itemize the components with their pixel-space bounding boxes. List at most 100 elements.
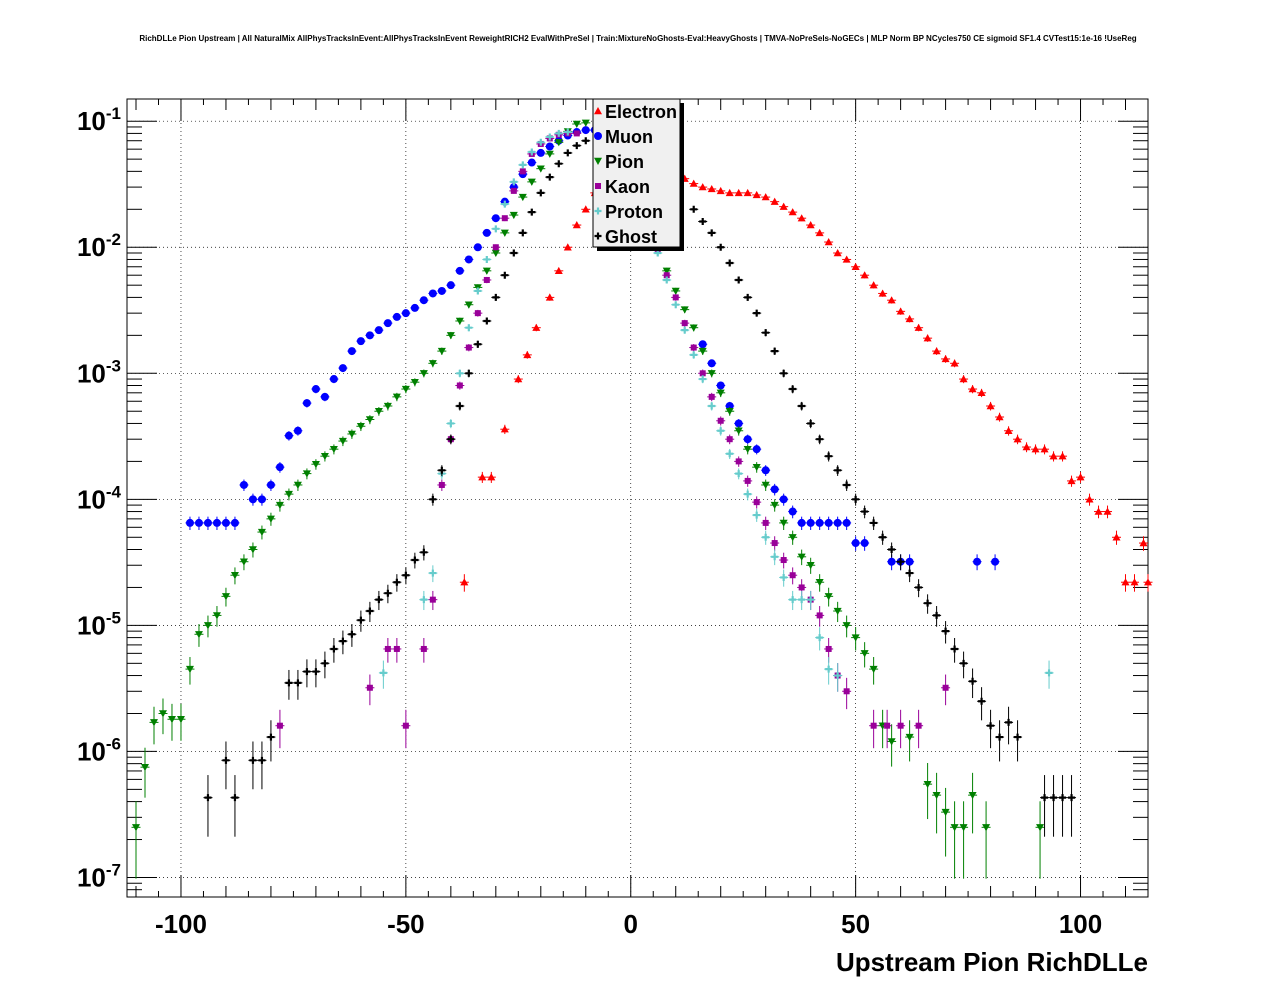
electron-point — [797, 214, 806, 222]
muon-point — [266, 480, 275, 489]
proton-point — [379, 669, 387, 677]
series-pion — [131, 119, 1045, 879]
ghost-point — [924, 599, 932, 607]
kaon-point — [843, 688, 850, 695]
ghost-point — [528, 208, 536, 216]
pion-point — [581, 119, 590, 127]
muon-point — [797, 518, 806, 527]
ghost-point — [294, 679, 302, 687]
pion-point — [527, 178, 536, 186]
proton-point — [681, 326, 689, 334]
ghost-point — [303, 668, 311, 676]
pion-point — [329, 445, 338, 454]
electron-point — [842, 255, 851, 263]
pion-point — [482, 267, 491, 275]
muon-point — [293, 426, 302, 435]
pion-point — [149, 719, 158, 727]
ghost-point — [249, 756, 257, 764]
pion-point — [257, 528, 266, 537]
muon-point — [887, 557, 896, 566]
pion-point — [437, 347, 446, 356]
pion-point — [536, 165, 545, 173]
pion-point — [932, 791, 941, 800]
kaon-point — [690, 344, 697, 351]
proton-point — [519, 161, 527, 169]
y-tick-label: 10-3 — [77, 356, 121, 388]
proton-point — [483, 255, 491, 263]
muon-point — [212, 518, 221, 527]
ghost-point — [834, 466, 842, 474]
electron-point — [770, 197, 779, 205]
proton-point — [1045, 669, 1053, 677]
muon-point — [851, 539, 860, 548]
muon-point — [383, 319, 392, 328]
pion-point — [464, 301, 473, 309]
legend-marker-proton — [594, 207, 602, 215]
pion-point — [572, 120, 581, 129]
electron-point — [689, 179, 698, 187]
proton-point — [420, 596, 428, 604]
muon-point — [905, 557, 914, 566]
electron-point — [1013, 435, 1022, 443]
muon-point — [320, 392, 329, 401]
electron-point — [460, 578, 469, 586]
kaon-point — [519, 168, 526, 175]
pion-point — [275, 501, 284, 510]
ghost-point — [510, 249, 518, 257]
kaon-point — [402, 722, 409, 729]
kaon-point — [420, 645, 427, 652]
electron-point — [1067, 476, 1076, 485]
muon-point — [284, 431, 293, 440]
muon-point — [842, 518, 851, 527]
proton-point — [528, 148, 536, 156]
electron-point — [941, 354, 950, 363]
ghost-point — [753, 309, 761, 317]
proton-point — [771, 553, 779, 561]
muon-point — [815, 518, 824, 527]
pion-point — [779, 519, 788, 527]
ghost-point — [987, 722, 995, 730]
pion-point — [446, 332, 455, 340]
electron-point — [923, 334, 932, 342]
ghost-point — [339, 637, 347, 645]
legend-box — [592, 98, 681, 248]
muon-point — [374, 326, 383, 335]
ghost-point — [762, 329, 770, 337]
ghost-point — [717, 243, 725, 251]
electron-point — [977, 388, 986, 397]
proton-point — [717, 427, 725, 435]
muon-point — [716, 381, 725, 390]
ghost-point — [906, 569, 914, 577]
ghost-point — [708, 229, 716, 237]
pion-point — [752, 463, 761, 472]
proton-point — [789, 596, 797, 604]
electron-point — [734, 188, 743, 197]
legend-label-kaon: Kaon — [605, 177, 650, 197]
muon-point — [581, 126, 590, 135]
ghost-point — [465, 369, 473, 377]
muon-point — [698, 340, 707, 349]
pion-point — [698, 347, 707, 356]
muon-point — [527, 158, 536, 167]
muon-point — [806, 518, 815, 527]
proton-point — [555, 129, 563, 137]
y-tick-label: 10-1 — [77, 104, 121, 136]
proton-point — [447, 419, 455, 427]
pion-point — [716, 389, 725, 397]
pion-point — [941, 808, 950, 817]
y-tick-label: 10-4 — [77, 482, 122, 514]
kaon-point — [870, 722, 877, 729]
pion-point — [982, 824, 991, 832]
muon-point — [338, 364, 347, 373]
kaon-point — [726, 436, 733, 443]
legend-marker-ghost — [594, 232, 602, 240]
kaon-point — [573, 130, 580, 137]
y-tick-label: 10-5 — [77, 608, 121, 640]
electron-point — [905, 314, 914, 323]
pion-point — [725, 408, 734, 416]
muon-point — [491, 214, 500, 223]
ghost-point — [483, 317, 491, 325]
pion-point — [554, 139, 563, 147]
ghost-point — [402, 571, 410, 579]
ghost-point — [537, 189, 545, 197]
